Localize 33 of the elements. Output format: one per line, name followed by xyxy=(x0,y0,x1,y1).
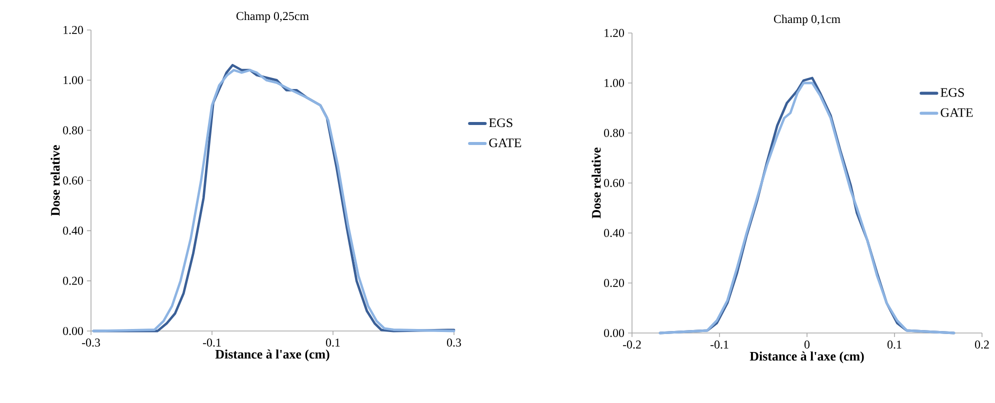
y-tick-label: 0.20 xyxy=(604,278,624,288)
y-tick-label: 0.60 xyxy=(63,176,84,185)
chart-title: Champ 0,1cm xyxy=(774,14,840,26)
x-axis-title: Distance à l'axe (cm) xyxy=(750,351,864,364)
legend-label: EGS xyxy=(489,118,512,128)
x-tick-label: 0.2 xyxy=(975,340,989,349)
legend-label: GATE xyxy=(940,108,973,117)
y-tick-label: 0.00 xyxy=(604,328,624,338)
y-tick-label: 0.40 xyxy=(604,228,624,238)
legend-label: EGS xyxy=(940,88,964,97)
x-tick-label: 0 xyxy=(804,340,810,349)
legend-label: GATE xyxy=(489,138,522,148)
y-tick-label: 0.20 xyxy=(63,276,84,285)
y-tick-label: 0.00 xyxy=(63,326,84,336)
x-tick-label: 0.1 xyxy=(887,340,902,349)
x-tick-label: -0.3 xyxy=(82,338,100,347)
x-axis-title: Distance à l'axe (cm) xyxy=(215,349,330,362)
y-axis-title: Dose relative xyxy=(50,145,60,216)
y-axis-title: Dose relative xyxy=(592,148,601,218)
x-tick-label: -0.2 xyxy=(622,340,641,349)
y-tick-label: 1.00 xyxy=(64,76,84,84)
y-tick-label: 0.80 xyxy=(63,126,84,134)
y-tick-label: 1.00 xyxy=(604,78,624,88)
chart-title: Champ 0,25cm xyxy=(236,12,309,22)
x-tick-label: -0.1 xyxy=(710,340,728,349)
y-tick-label: 0.80 xyxy=(604,128,624,138)
y-tick-label: 0.40 xyxy=(63,226,84,235)
y-tick-label: 0.60 xyxy=(604,178,624,188)
x-tick-label: 0.3 xyxy=(446,338,462,347)
y-tick-label: 1.20 xyxy=(64,26,84,34)
x-tick-label: 0.1 xyxy=(326,338,340,347)
x-tick-label: -0.1 xyxy=(202,338,221,347)
y-tick-label: 1.20 xyxy=(604,28,624,38)
